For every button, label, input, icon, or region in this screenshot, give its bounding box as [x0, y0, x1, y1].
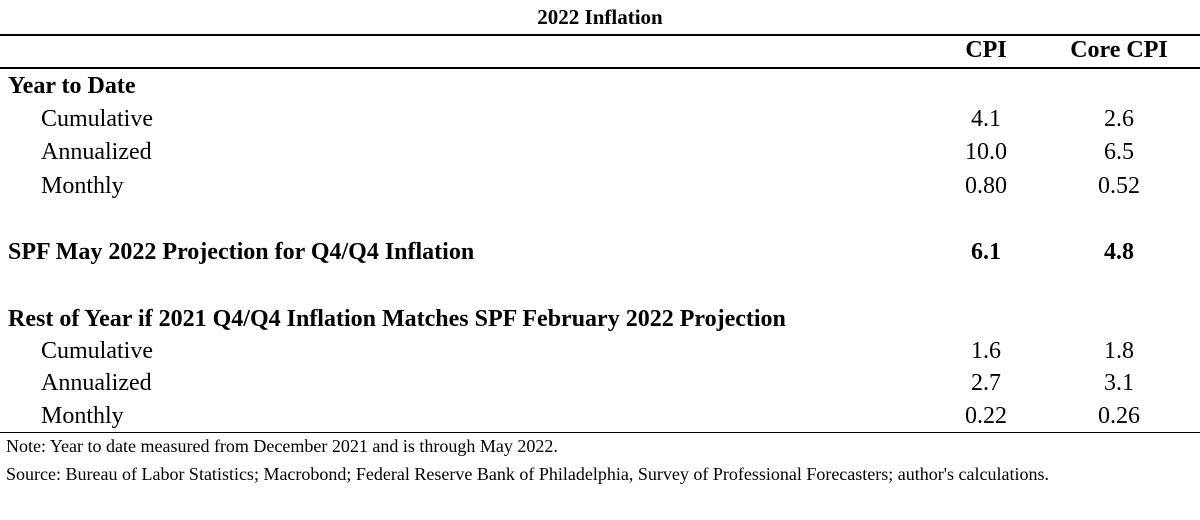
core-cpi-value: 3.1	[1104, 370, 1134, 396]
cpi-value: 10.0	[965, 139, 1007, 165]
table-row: Cumulative 1.6 1.8	[0, 334, 1200, 368]
cpi-value: 4.1	[971, 106, 1001, 132]
header-bottom-rule	[0, 67, 1200, 69]
table-row: Monthly 0.22 0.26	[0, 399, 1200, 433]
row-label: Monthly	[41, 173, 124, 199]
header-top-rule	[0, 34, 1200, 36]
row-label: Annualized	[41, 139, 152, 165]
row-label: Annualized	[41, 370, 152, 396]
table-source: Source: Bureau of Labor Statistics; Macr…	[6, 464, 1049, 484]
core-cpi-value: 4.8	[1104, 239, 1134, 265]
core-cpi-value: 2.6	[1104, 106, 1134, 132]
section-heading-rest-of-year: Rest of Year if 2021 Q4/Q4 Inflation Mat…	[0, 302, 1200, 336]
row-label: Cumulative	[41, 338, 153, 364]
header-row: CPI Core CPI	[0, 33, 1200, 67]
core-cpi-value: 1.8	[1104, 338, 1134, 364]
section-heading-label: SPF May 2022 Projection for Q4/Q4 Inflat…	[8, 239, 475, 265]
cpi-column-header: CPI	[965, 37, 1007, 63]
table-row: Annualized 10.0 6.5	[0, 135, 1200, 169]
row-label: Cumulative	[41, 106, 153, 132]
table-title: 2022 Inflation	[537, 5, 663, 29]
table-bottom-rule	[0, 432, 1200, 433]
cpi-value: 6.1	[971, 239, 1001, 265]
table-note: Note: Year to date measured from Decembe…	[6, 436, 558, 456]
core-cpi-column-header: Core CPI	[1070, 37, 1168, 63]
core-cpi-value: 0.26	[1098, 403, 1140, 429]
table-row: Monthly 0.80 0.52	[0, 169, 1200, 203]
table-row: Annualized 2.7 3.1	[0, 366, 1200, 400]
table-row: Cumulative 4.1 2.6	[0, 102, 1200, 136]
cpi-value: 1.6	[971, 338, 1001, 364]
cpi-value: 0.22	[965, 403, 1007, 429]
cpi-value: 0.80	[965, 173, 1007, 199]
section-heading-label: Rest of Year if 2021 Q4/Q4 Inflation Mat…	[8, 306, 786, 332]
table-row-spf-projection: SPF May 2022 Projection for Q4/Q4 Inflat…	[0, 235, 1200, 269]
row-label: Monthly	[41, 403, 124, 429]
cpi-value: 2.7	[971, 370, 1001, 396]
section-heading-label: Year to Date	[8, 73, 136, 99]
core-cpi-value: 0.52	[1098, 173, 1140, 199]
core-cpi-value: 6.5	[1104, 139, 1134, 165]
section-heading-year-to-date: Year to Date	[0, 69, 1200, 103]
